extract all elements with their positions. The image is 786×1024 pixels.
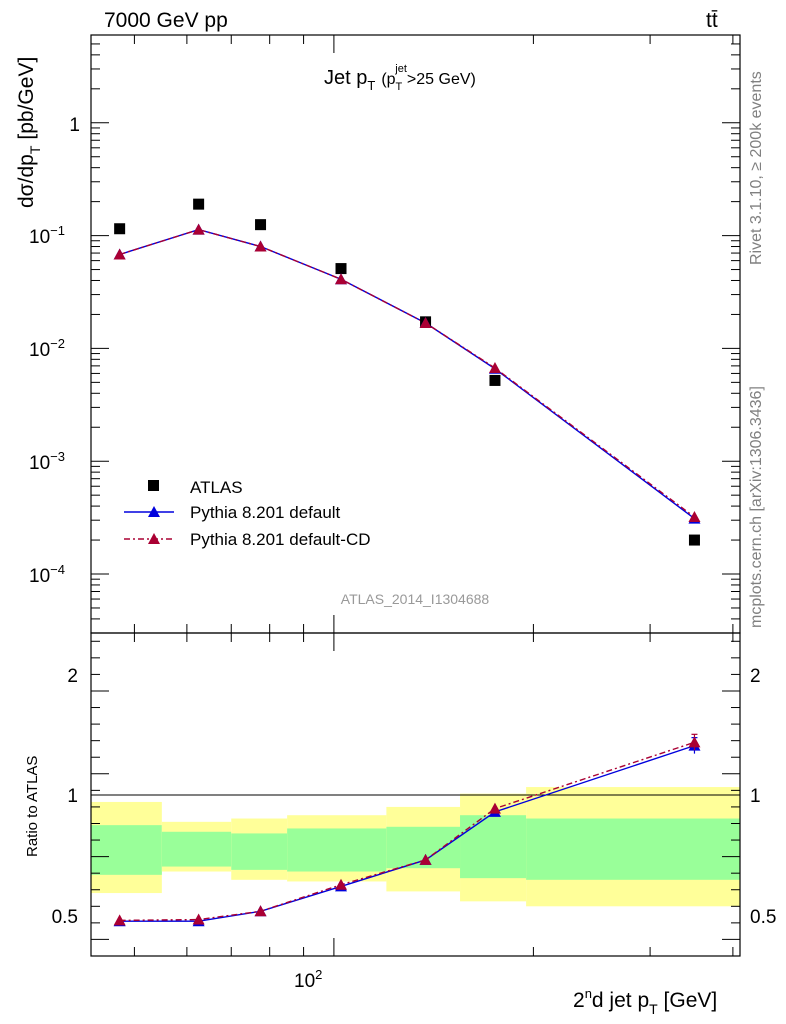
data-point-triangle <box>335 273 348 285</box>
data-point-triangle <box>192 223 205 235</box>
series-line <box>119 228 695 520</box>
legend-marker-atlas <box>148 480 159 491</box>
energy-label: 7000 GeV pp <box>104 9 228 32</box>
legend-label-default: Pythia 8.201 default <box>190 503 341 522</box>
x-axis-label: 2nd jet pT [GeV] <box>573 986 717 1017</box>
data-point-square <box>193 198 205 210</box>
y-tick-label: 10−3 <box>29 449 65 474</box>
y-tick-label: 10−4 <box>29 562 65 587</box>
main-panel: Jet pT (pTjet>25 GeV) dσ/dpT[pb/GeV] 1 10… <box>15 34 741 634</box>
main-series-lines <box>119 228 695 520</box>
ratio-y-tick-label: 2 <box>67 666 78 687</box>
ratio-y-tick-label: 0.5 <box>52 907 78 928</box>
ratio-y-tick-label-right: 2 <box>750 666 761 687</box>
data-point-triangle <box>113 248 126 260</box>
ratio-panel: Ratio to ATLAS 2 1 0.5 2 1 0.5 102 2nd j… <box>24 632 776 1017</box>
data-point-triangle <box>488 362 501 374</box>
ratio-point-triangle <box>335 878 348 890</box>
main-plot-frame <box>90 34 741 634</box>
process-label: tt̄ <box>706 9 718 32</box>
legend-marker-default <box>148 506 160 517</box>
stat-band <box>460 815 527 879</box>
main-y-axis-label: dσ/dpT[pb/GeV] <box>15 57 43 208</box>
ratio-point-triangle <box>254 905 267 917</box>
stat-band <box>231 833 288 870</box>
ratio-point-triangle <box>488 802 501 814</box>
data-point-square <box>114 223 126 235</box>
legend-label-default-cd: Pythia 8.201 default-CD <box>190 530 371 549</box>
stat-band <box>287 828 387 872</box>
series-line <box>119 228 695 518</box>
legend: ATLAS Pythia 8.201 default Pythia 8.201 … <box>124 478 371 549</box>
ratio-point-triangle <box>688 736 701 748</box>
ratio-y-tick-label-right: 0.5 <box>750 907 776 928</box>
analysis-watermark: ATLAS_2014_I1304688 <box>341 591 490 607</box>
mcplots-label: mcplots.cern.ch [arXiv:1306.3436] <box>748 386 765 628</box>
rivet-label: Rivet 3.1.10, ≥ 200k events <box>748 71 765 265</box>
x-tick-label: 102 <box>294 967 322 992</box>
data-point-square <box>489 374 501 386</box>
legend-marker-default-cd <box>148 533 160 544</box>
ratio-point-triangle <box>192 913 205 925</box>
y-tick-label: 10−2 <box>29 336 65 361</box>
ratio-uncertainty-bands <box>91 787 740 907</box>
ratio-plot-frame <box>90 632 741 957</box>
ratio-point-triangle <box>113 914 126 926</box>
stat-band <box>91 825 162 875</box>
main-y-tick-labels: 1 10−1 10−2 10−3 10−4 <box>29 115 80 587</box>
data-point-square <box>688 534 700 546</box>
data-point-triangle <box>419 316 432 328</box>
data-point-triangle <box>688 511 701 523</box>
ratio-point-triangle <box>419 853 432 865</box>
ratio-y-axis-label: Ratio to ATLAS <box>24 756 41 857</box>
ratio-y-tick-label: 1 <box>67 786 78 807</box>
main-data-points <box>113 198 701 546</box>
stat-band <box>161 831 232 867</box>
data-point-triangle <box>254 240 267 252</box>
y-tick-label: 10−1 <box>29 223 65 248</box>
ratio-y-tick-label-right: 1 <box>750 786 761 807</box>
stat-band <box>526 818 740 880</box>
ratio-axis-ticks <box>91 633 740 956</box>
data-point-square <box>335 263 347 275</box>
chart-title: Jet pT (pTjet>25 GeV) <box>324 63 476 93</box>
y-tick-label: 1 <box>69 115 80 136</box>
data-point-square <box>255 219 267 231</box>
main-axis-ticks <box>91 34 740 634</box>
ratio-data-points <box>113 733 701 927</box>
legend-label-atlas: ATLAS <box>190 478 243 497</box>
